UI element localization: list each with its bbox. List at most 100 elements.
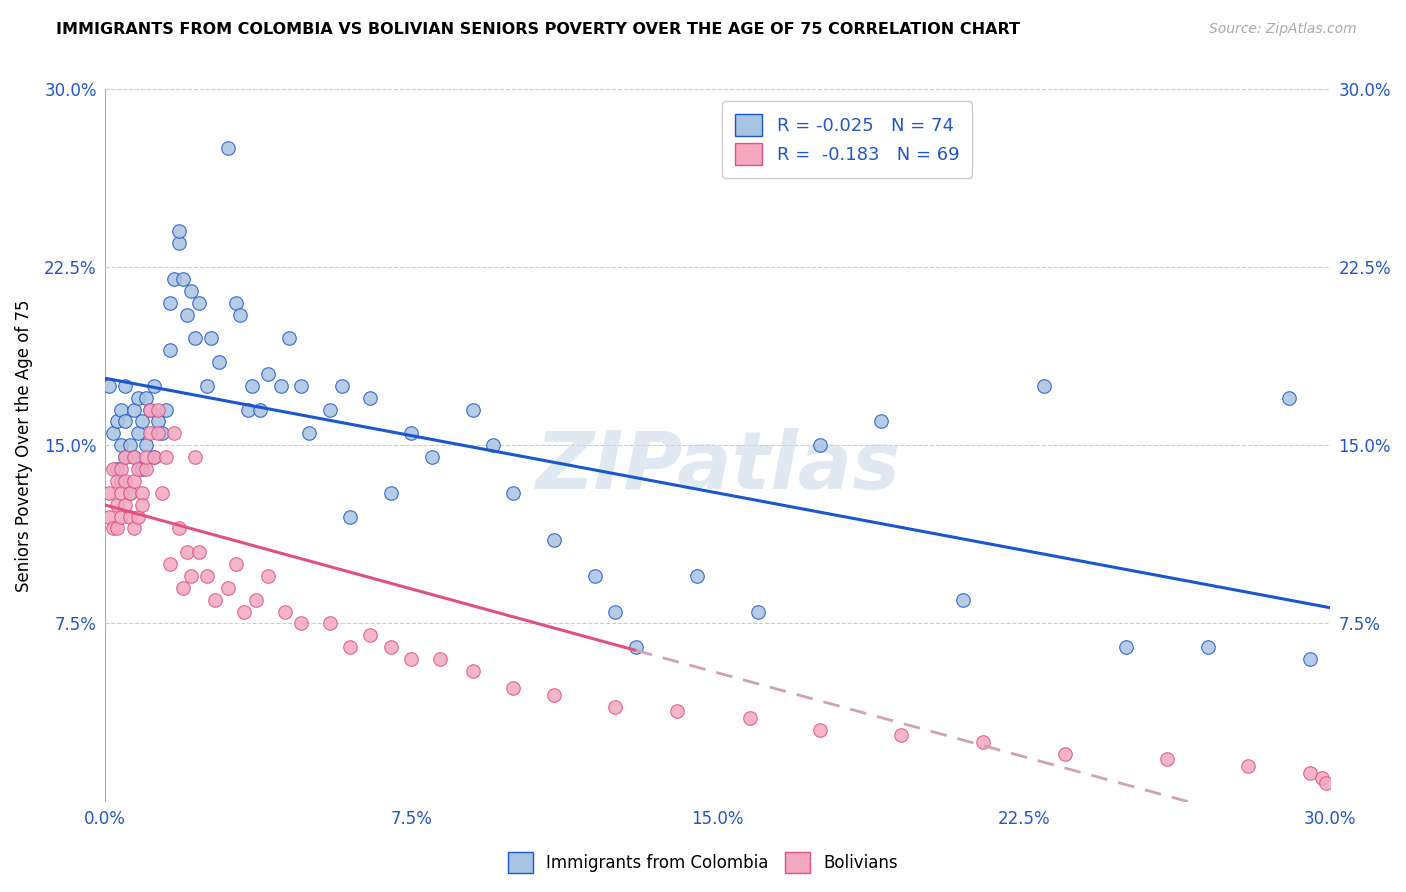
Point xyxy=(114,498,136,512)
Point xyxy=(184,331,207,345)
Point xyxy=(167,224,190,238)
Point xyxy=(105,415,128,429)
Point xyxy=(118,485,141,500)
Point xyxy=(172,272,194,286)
Point xyxy=(98,379,121,393)
Point xyxy=(461,402,484,417)
Point xyxy=(105,498,128,512)
Point xyxy=(176,308,198,322)
Point xyxy=(163,272,186,286)
Point xyxy=(543,688,565,702)
Point xyxy=(110,462,132,476)
Point xyxy=(143,379,166,393)
Point xyxy=(1033,379,1056,393)
Point xyxy=(318,616,340,631)
Point xyxy=(420,450,443,464)
Point xyxy=(118,438,141,452)
Point xyxy=(114,415,136,429)
Point xyxy=(543,533,565,548)
Point xyxy=(605,699,627,714)
Point xyxy=(380,485,402,500)
Point xyxy=(98,509,121,524)
Point xyxy=(1156,752,1178,766)
Point xyxy=(103,521,125,535)
Point xyxy=(105,474,128,488)
Legend: R = -0.025   N = 74, R =  -0.183   N = 69: R = -0.025 N = 74, R = -0.183 N = 69 xyxy=(723,102,972,178)
Point xyxy=(686,569,709,583)
Point xyxy=(339,509,361,524)
Point xyxy=(110,509,132,524)
Point xyxy=(167,521,190,535)
Point xyxy=(155,402,177,417)
Point xyxy=(1115,640,1137,655)
Point xyxy=(103,462,125,476)
Point xyxy=(131,462,153,476)
Point xyxy=(143,450,166,464)
Point xyxy=(229,308,252,322)
Point xyxy=(127,462,149,476)
Point xyxy=(122,450,145,464)
Point xyxy=(159,557,181,571)
Point xyxy=(139,426,162,441)
Point xyxy=(217,581,239,595)
Y-axis label: Seniors Poverty Over the Age of 75: Seniors Poverty Over the Age of 75 xyxy=(15,299,32,591)
Point xyxy=(1310,771,1333,785)
Point xyxy=(274,605,297,619)
Point xyxy=(339,640,361,655)
Point xyxy=(103,426,125,441)
Point xyxy=(249,402,271,417)
Point xyxy=(482,438,505,452)
Point xyxy=(359,391,381,405)
Point xyxy=(808,438,831,452)
Point xyxy=(122,521,145,535)
Point xyxy=(131,498,153,512)
Text: IMMIGRANTS FROM COLOMBIA VS BOLIVIAN SENIORS POVERTY OVER THE AGE OF 75 CORRELAT: IMMIGRANTS FROM COLOMBIA VS BOLIVIAN SEN… xyxy=(56,22,1021,37)
Text: Source: ZipAtlas.com: Source: ZipAtlas.com xyxy=(1209,22,1357,37)
Point xyxy=(114,450,136,464)
Point xyxy=(359,628,381,642)
Point xyxy=(131,485,153,500)
Point xyxy=(200,331,222,345)
Point xyxy=(135,391,157,405)
Point xyxy=(135,450,157,464)
Point xyxy=(135,438,157,452)
Point xyxy=(127,391,149,405)
Point xyxy=(188,295,211,310)
Point xyxy=(808,723,831,738)
Point xyxy=(318,402,340,417)
Point xyxy=(146,402,169,417)
Point xyxy=(225,295,247,310)
Text: ZIPatlas: ZIPatlas xyxy=(536,427,900,506)
Point xyxy=(583,569,606,583)
Point xyxy=(188,545,211,559)
Point xyxy=(502,681,524,695)
Point xyxy=(217,141,239,155)
Point xyxy=(122,450,145,464)
Point xyxy=(665,704,688,718)
Point xyxy=(204,592,226,607)
Point xyxy=(1237,759,1260,773)
Point xyxy=(740,711,762,725)
Point xyxy=(176,545,198,559)
Point xyxy=(118,485,141,500)
Point xyxy=(114,474,136,488)
Point xyxy=(502,485,524,500)
Legend: Immigrants from Colombia, Bolivians: Immigrants from Colombia, Bolivians xyxy=(501,846,905,880)
Point xyxy=(127,426,149,441)
Point xyxy=(159,343,181,358)
Point xyxy=(114,450,136,464)
Point xyxy=(195,379,218,393)
Point xyxy=(135,462,157,476)
Point xyxy=(139,402,162,417)
Point xyxy=(1315,775,1337,789)
Point xyxy=(143,450,166,464)
Point xyxy=(146,415,169,429)
Point xyxy=(890,728,912,742)
Point xyxy=(870,415,893,429)
Point xyxy=(150,485,173,500)
Point xyxy=(180,284,202,298)
Point xyxy=(184,450,207,464)
Point xyxy=(155,450,177,464)
Point xyxy=(952,592,974,607)
Point xyxy=(110,485,132,500)
